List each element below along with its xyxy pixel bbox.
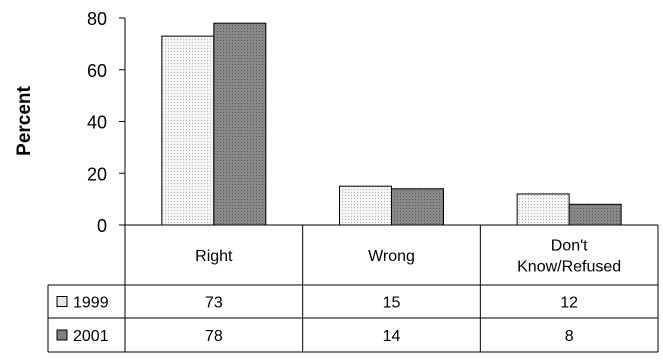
legend-swatch-2001 [56, 329, 68, 341]
data-table: Right Wrong Don't Know/Refused 1999 73 15 12 200… [47, 224, 659, 353]
category-label: Wrong [368, 248, 415, 265]
category-label: Don't [551, 238, 588, 255]
y-tick-label: 80 [87, 9, 107, 29]
y-tick-label: 60 [87, 61, 107, 81]
bar-2001-2 [568, 203, 622, 226]
category-label: Right [195, 248, 233, 265]
table-value-2001-0: 78 [205, 328, 223, 345]
bar-2001-0 [213, 22, 267, 226]
y-axis-ticks: 0 20 40 60 80 [87, 9, 126, 236]
bar-1999-2 [516, 193, 570, 226]
y-tick-label: 20 [87, 164, 107, 184]
table-value-1999-2: 12 [560, 295, 578, 312]
table-value-1999-1: 15 [383, 295, 401, 312]
bar-1999-0 [161, 35, 215, 226]
table-value-2001-1: 14 [383, 328, 401, 345]
legend-label: 2001 [73, 328, 109, 345]
y-axis-label: Percent [14, 85, 35, 155]
y-tick-label: 40 [87, 113, 107, 133]
bars [161, 22, 622, 226]
bar-1999-1 [339, 185, 392, 226]
y-tick-label: 0 [97, 216, 107, 236]
legend-swatch-1999 [56, 296, 68, 307]
table-value-1999-0: 73 [205, 295, 223, 312]
bar-2001-1 [391, 188, 444, 226]
table-value-2001-2: 8 [565, 328, 574, 345]
category-label: Know/Refused [517, 259, 621, 276]
legend-label: 1999 [73, 295, 109, 312]
